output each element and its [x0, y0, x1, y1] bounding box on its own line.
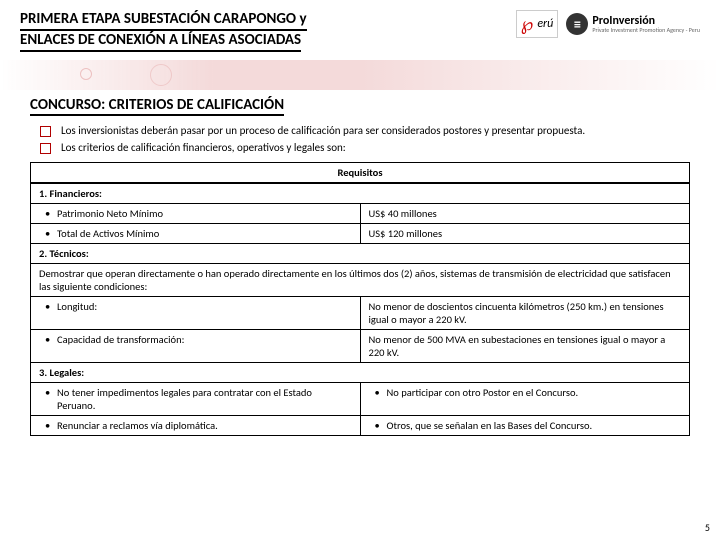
table-header: Requisitos	[31, 163, 690, 184]
table-row: 3. Legales:	[31, 363, 690, 383]
leg-a-right: No participar con otro Postor en el Conc…	[369, 386, 682, 399]
fin-activos-value: US$ 120 millones	[360, 224, 690, 244]
proinversion-sub-text: Private Investment Promotion Agency - Pe…	[592, 27, 700, 33]
leg-a-left: No tener impedimentos legales para contr…	[39, 386, 352, 412]
list-item: Los criterios de calificación financiero…	[40, 141, 690, 154]
proinversion-logo: ≡ ProInversión Private Investment Promot…	[566, 13, 700, 35]
fin-activos-label: Total de Activos Mínimo	[39, 227, 352, 240]
table-row: No tener impedimentos legales para contr…	[31, 383, 690, 416]
cell: Patrimonio Neto Mínimo	[31, 204, 361, 224]
content-section: CONCURSO: CRITERIOS DE CALIFICACIÓN Los …	[0, 90, 720, 436]
decorative-divider	[0, 60, 720, 90]
cell: No tener impedimentos legales para contr…	[31, 383, 361, 416]
list-item: Los inversionistas deberán pasar por un …	[40, 124, 690, 137]
logo-group: ℘ erú ≡ ProInversión Private Investment …	[516, 10, 700, 38]
tec-capacidad-label: Capacidad de transformación:	[39, 333, 352, 346]
table-row: Patrimonio Neto Mínimo US$ 40 millones	[31, 204, 690, 224]
requirements-table: Requisitos 1. Financieros: Patrimonio Ne…	[30, 162, 690, 436]
table-row: Requisitos	[31, 163, 690, 184]
bullet-list: Los inversionistas deberán pasar por un …	[40, 124, 690, 154]
tec-longitud-value: No menor de doscientos cincuenta kilómet…	[360, 297, 690, 330]
title-line-2: ENLACES DE CONEXIÓN A LÍNEAS ASOCIADAS	[20, 31, 301, 52]
cell: Renunciar a reclamos vía diplomática.	[31, 416, 361, 436]
table-row: Demostrar que operan directamente o han …	[31, 264, 690, 297]
table-row: Capacidad de transformación: No menor de…	[31, 330, 690, 363]
peru-logo-text: erú	[537, 17, 553, 31]
proinversion-icon: ≡	[566, 13, 588, 35]
category-financial: 1. Financieros:	[31, 183, 690, 204]
table-row: Total de Activos Mínimo US$ 120 millones	[31, 224, 690, 244]
square-bullet-icon	[40, 143, 51, 154]
tec-intro: Demostrar que operan directamente o han …	[31, 264, 690, 297]
leg-b-left: Renunciar a reclamos vía diplomática.	[39, 419, 352, 432]
cell: Longitud:	[31, 297, 361, 330]
bullet-text: Los inversionistas deberán pasar por un …	[61, 124, 585, 137]
page-title-block: PRIMERA ETAPA SUBESTACIÓN CARAPONGO y EN…	[20, 10, 307, 52]
category-legal: 3. Legales:	[31, 363, 690, 383]
peru-logo: ℘ erú	[516, 10, 559, 38]
tec-capacidad-value: No menor de 500 MVA en subestaciones en …	[360, 330, 690, 363]
page-number: 5	[705, 521, 710, 534]
tec-longitud-label: Longitud:	[39, 300, 352, 313]
table-row: 2. Técnicos:	[31, 244, 690, 264]
square-bullet-icon	[40, 126, 51, 137]
peru-spiral-icon: ℘	[521, 13, 534, 35]
table-row: 1. Financieros:	[31, 183, 690, 204]
section-title: CONCURSO: CRITERIOS DE CALIFICACIÓN	[30, 96, 284, 116]
cell: No participar con otro Postor en el Conc…	[360, 383, 690, 416]
bullet-text: Los criterios de calificación financiero…	[61, 141, 346, 154]
fin-patrimonio-value: US$ 40 millones	[360, 204, 690, 224]
table-row: Renunciar a reclamos vía diplomática. Ot…	[31, 416, 690, 436]
title-line-1: PRIMERA ETAPA SUBESTACIÓN CARAPONGO y	[20, 10, 307, 31]
cell: Otros, que se señalan en las Bases del C…	[360, 416, 690, 436]
fin-patrimonio-label: Patrimonio Neto Mínimo	[39, 207, 352, 220]
proinversion-text: ProInversión Private Investment Promotio…	[592, 15, 700, 33]
header: PRIMERA ETAPA SUBESTACIÓN CARAPONGO y EN…	[0, 0, 720, 52]
table-row: Longitud: No menor de doscientos cincuen…	[31, 297, 690, 330]
category-technical: 2. Técnicos:	[31, 244, 690, 264]
cell: Capacidad de transformación:	[31, 330, 361, 363]
leg-b-right: Otros, que se señalan en las Bases del C…	[369, 419, 682, 432]
cell: Total de Activos Mínimo	[31, 224, 361, 244]
